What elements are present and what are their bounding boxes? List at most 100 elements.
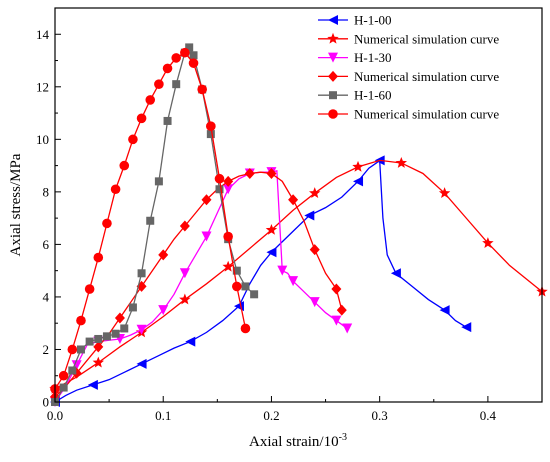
series-1-point <box>222 260 234 272</box>
series-1-point <box>482 237 494 248</box>
legend-marker <box>327 32 339 44</box>
series-5-point <box>110 184 121 195</box>
legend-marker <box>328 15 338 25</box>
series-2-point <box>179 268 190 279</box>
series-3-point <box>93 341 104 353</box>
series-5-point <box>197 84 207 95</box>
series-1-point <box>309 187 321 199</box>
series-2-line <box>54 170 348 403</box>
series-4-point <box>76 345 85 354</box>
series-0-line <box>54 159 467 403</box>
series-4-point <box>185 43 194 52</box>
series-3-point <box>336 304 347 316</box>
y-tick-label: 8 <box>43 184 50 199</box>
series-5-point <box>171 53 182 63</box>
y-tick-label: 6 <box>43 237 50 252</box>
series-4-point <box>85 337 94 346</box>
series-4 <box>51 43 259 406</box>
x-axis-label-text: Axial strain/10 <box>249 434 339 450</box>
series-5-point <box>206 121 216 131</box>
series-5-point <box>102 218 112 229</box>
legend: H-1-00 Numerical simulation curve H-1-30 Nu… <box>318 13 499 122</box>
y-tick-label: 14 <box>36 27 50 42</box>
series-0-point <box>136 358 147 369</box>
series-4-point <box>120 324 129 333</box>
series-4-point <box>94 334 103 343</box>
series-0-point <box>461 322 472 333</box>
y-axis-label: Axial stress/MPa <box>8 153 24 256</box>
series-2-point <box>288 276 299 287</box>
series-5-point <box>84 284 95 294</box>
legend-label: H-1-30 <box>354 50 392 65</box>
series-1 <box>49 156 548 394</box>
series-5-point <box>76 315 86 326</box>
x-tick-label: 0.4 <box>480 408 497 423</box>
y-tick-label: 2 <box>43 342 50 357</box>
series-3-point <box>309 244 320 256</box>
series-5-point <box>128 134 138 145</box>
x-tick-label: 0.0 <box>47 408 63 423</box>
series-1-point <box>92 356 104 368</box>
series-3-point <box>244 167 255 179</box>
legend-item-5: Numerical simulation curve <box>318 107 499 122</box>
series-4-point <box>68 366 77 375</box>
legend-item-0: H-1-00 <box>318 13 392 28</box>
series-5-point <box>180 47 190 58</box>
series-5-point <box>240 323 251 334</box>
plot-frame <box>54 7 543 403</box>
y-tick-label: 12 <box>36 79 49 94</box>
series-2-point <box>331 315 342 326</box>
legend-marker <box>328 70 338 82</box>
series-4-point <box>111 329 120 338</box>
series-5-point <box>93 252 104 263</box>
series-4-point <box>189 51 198 60</box>
series-layer <box>49 43 548 407</box>
series-5-point <box>162 63 173 74</box>
series-3-point <box>331 283 342 295</box>
series-3-point <box>223 175 234 187</box>
series-0-point <box>439 305 450 316</box>
series-2-point <box>136 324 147 335</box>
series-3-point <box>266 167 277 179</box>
series-5-point <box>67 344 78 355</box>
y-tick-label: 10 <box>36 132 49 147</box>
series-1-point <box>265 223 278 235</box>
series-4-point <box>215 185 224 194</box>
series-4-point <box>59 383 68 392</box>
series-5-point <box>232 281 242 292</box>
series-0-point <box>390 268 401 279</box>
legend-marker <box>328 109 338 119</box>
series-2-point <box>223 184 234 195</box>
x-tick-label: 0.3 <box>372 408 388 423</box>
series-1-line <box>54 159 543 390</box>
series-5-point <box>58 370 69 381</box>
series-4-point <box>102 332 111 341</box>
legend-label: H-1-60 <box>354 88 392 103</box>
series-4-point <box>128 303 137 312</box>
series-5-point <box>154 79 164 89</box>
series-1-point <box>438 187 451 199</box>
x-axis-label: Axial strain/10-3 <box>249 432 347 450</box>
series-3-point <box>114 312 125 324</box>
series-5-point <box>136 113 147 124</box>
y-tick-label: 4 <box>43 289 50 304</box>
ticks-layer: 0.0 0.1 0.2 0.3 0.4 0 2 4 6 8 10 12 14 <box>36 7 543 423</box>
series-4-point <box>163 116 172 125</box>
series-2-point <box>71 360 82 371</box>
series-1-point <box>352 160 364 172</box>
legend-marker <box>328 52 338 63</box>
series-3-point <box>158 249 169 261</box>
series-1-point <box>395 156 408 168</box>
series-0-point <box>87 379 98 390</box>
legend-item-4: H-1-60 <box>318 88 392 103</box>
series-0-point <box>266 247 277 258</box>
series-5-point <box>223 231 233 242</box>
series-4-point <box>154 177 163 186</box>
y-tick-label: 0 <box>43 395 50 410</box>
series-5-point <box>214 173 225 184</box>
series-0-point <box>304 210 315 221</box>
series-4-point <box>146 216 155 225</box>
series-2-point <box>201 231 212 242</box>
series-4-point <box>137 269 146 278</box>
x-tick-label: 0.1 <box>155 408 171 423</box>
